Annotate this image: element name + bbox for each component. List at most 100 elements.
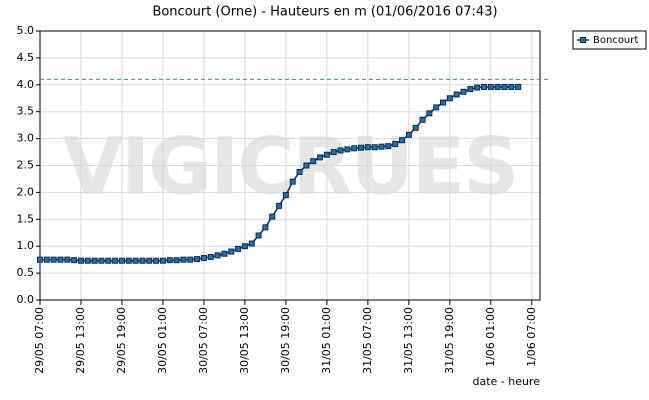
data-point [43,256,50,263]
x-tick-label: 31/05 07:00 [361,307,374,374]
data-point [153,257,160,264]
data-point [460,88,467,95]
data-point [392,140,399,147]
data-point [255,232,262,239]
x-tick-label: 31/05 19:00 [443,307,456,374]
x-tick-label: 30/05 07:00 [197,307,210,374]
data-point [214,252,221,259]
data-point [91,257,98,264]
data-point [118,257,125,264]
data-point [57,256,64,263]
watermark: VIGICRUES [63,122,518,212]
data-point [515,83,522,90]
data-point [187,256,194,263]
data-point [446,95,453,102]
data-point [84,257,91,264]
data-point [98,257,105,264]
data-point [412,124,419,131]
data-point [64,256,71,263]
data-point [105,257,112,264]
data-point [351,145,358,152]
data-point [276,202,283,209]
data-point [269,213,276,220]
data-point [433,104,440,111]
y-tick-label: 5.0 [17,24,35,37]
data-point [440,99,447,106]
x-tick-label: 30/05 13:00 [238,307,251,374]
plot-frame [39,30,541,301]
data-point [173,257,180,264]
data-point [200,255,207,262]
y-tick-label: 3.0 [17,132,35,145]
data-point [487,83,494,90]
x-tick-label: 30/05 01:00 [156,307,169,374]
data-point [453,91,460,98]
y-tick-label: 1.5 [17,212,35,225]
data-point [180,256,187,263]
data-point [378,143,385,150]
data-point [344,146,351,153]
data-point [235,245,242,252]
data-point [221,250,228,257]
x-tick-label: 30/05 19:00 [279,307,292,374]
y-tick-label: 4.0 [17,78,35,91]
data-point [364,144,371,151]
chart-title: Boncourt (Orne) - Hauteurs en m (01/06/2… [152,5,497,20]
legend-marker [580,37,586,43]
y-tick-label: 0.0 [17,293,35,306]
data-point [474,84,481,91]
data-point [228,248,235,255]
y-tick-label: 3.5 [17,105,35,118]
data-point [323,151,330,158]
data-point [159,257,166,264]
x-tick-label: 1/06 01:00 [484,307,497,367]
data-point [282,192,289,199]
x-tick-label: 31/05 01:00 [320,307,333,374]
data-point [501,83,508,90]
data-point [405,131,412,138]
data-point [494,83,501,90]
data-point [166,257,173,264]
data-point [37,256,43,263]
x-tick-label: 1/06 07:00 [525,307,538,367]
data-point [303,162,310,169]
data-point [467,86,474,93]
legend-label: Boncourt [593,35,638,46]
x-tick-label: 29/05 19:00 [115,307,128,374]
legend-box [572,30,647,50]
data-point [337,147,344,154]
data-point [426,110,433,117]
x-axis-label: date - heure [472,375,540,388]
data-point [125,257,132,264]
data-point [289,178,296,185]
data-point [385,143,392,150]
data-point [248,240,255,247]
y-tick-label: 0.5 [17,266,35,279]
data-point [241,243,248,250]
data-point [77,257,84,264]
data-point [399,137,406,144]
data-point [207,253,214,260]
data-point [71,257,78,264]
data-point [139,257,146,264]
data-point [146,257,153,264]
y-tick-label: 2.0 [17,185,35,198]
data-point [371,144,378,151]
data-point [310,158,317,165]
data-point [50,256,57,263]
y-tick-label: 4.5 [17,51,35,64]
data-point [262,224,269,231]
y-tick-label: 1.0 [17,239,35,252]
x-tick-label: 29/05 13:00 [74,307,87,374]
data-point [330,149,337,156]
data-point [112,257,119,264]
y-tick-label: 2.5 [17,159,35,172]
data-point [508,83,515,90]
data-point [480,83,487,90]
data-point [296,168,303,175]
x-tick-label: 29/05 07:00 [33,307,46,374]
data-point [419,116,426,123]
x-tick-label: 31/05 13:00 [402,307,415,374]
data-point [132,257,139,264]
